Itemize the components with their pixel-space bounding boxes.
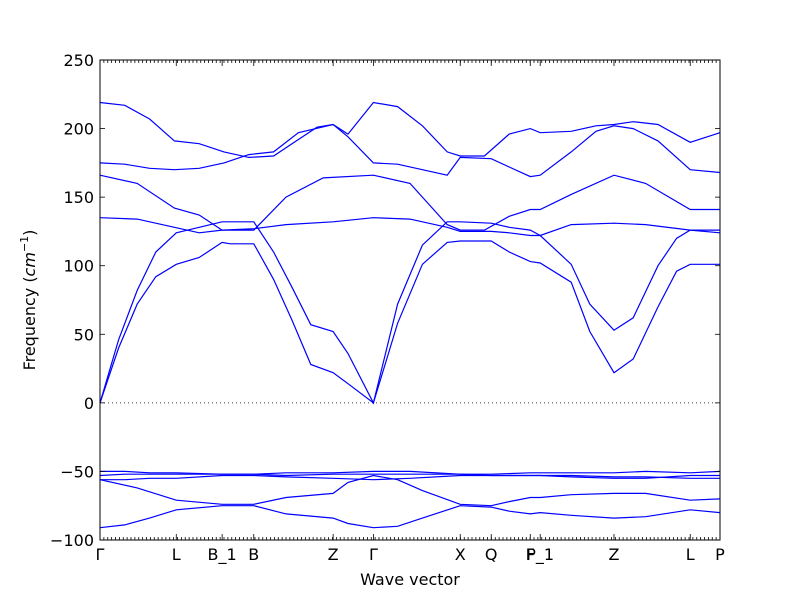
band-line-7	[100, 470, 721, 475]
band-line-6	[99, 240, 720, 404]
x-tick-label: P	[715, 545, 725, 564]
x-tick-label: Γ	[96, 545, 105, 564]
y-tick-label: 100	[63, 257, 94, 276]
y-tick-label: 200	[63, 120, 94, 139]
x-tick-label: Γ	[369, 545, 378, 564]
plot-frame	[99, 59, 721, 541]
y-axis-label-exponent: −1	[18, 236, 31, 252]
y-axis-label: Frequency (cm−1)	[18, 230, 39, 371]
y-axis-label-unit: cm	[20, 252, 39, 276]
x-tick-label: L	[686, 545, 695, 564]
y-tick-label: 150	[63, 188, 94, 207]
y-tick-label: 0	[84, 394, 94, 413]
x-tick-label: Q	[485, 545, 498, 564]
y-tick-label: −50	[60, 462, 94, 481]
y-tick-label: 50	[74, 325, 94, 344]
band-line-3	[99, 174, 720, 231]
x-axis-label: Wave vector	[360, 570, 460, 589]
band-line-11	[99, 505, 721, 529]
plot-content	[99, 101, 721, 529]
band-line-2	[99, 123, 721, 178]
band-line-1	[99, 101, 721, 159]
band-line-9	[100, 474, 720, 481]
y-tick-label: 250	[63, 51, 94, 70]
band-line-8	[99, 473, 720, 479]
x-tick-label: L	[172, 545, 181, 564]
x-tick-label: F	[526, 545, 535, 564]
band-line-5	[99, 221, 720, 405]
x-tick-label: P_1	[526, 545, 554, 565]
x-tick-label: B	[248, 545, 259, 564]
band-line-4	[99, 217, 721, 237]
y-axis: −100 −50 0 50 100 150 200 250	[50, 51, 720, 550]
y-axis-label-close: )	[20, 230, 39, 236]
x-tick-label: Z	[608, 545, 619, 564]
y-tick-label: −100	[50, 531, 94, 550]
x-axis: Γ L B_1 B Z Γ X Q FP_1 Z L P	[96, 60, 725, 565]
x-tick-label: Z	[328, 545, 339, 564]
x-tick-label: X	[455, 545, 466, 564]
x-tick-label: B_1	[208, 545, 237, 565]
y-axis-label-text: Frequency (	[20, 276, 39, 370]
band-line-10	[99, 474, 721, 507]
